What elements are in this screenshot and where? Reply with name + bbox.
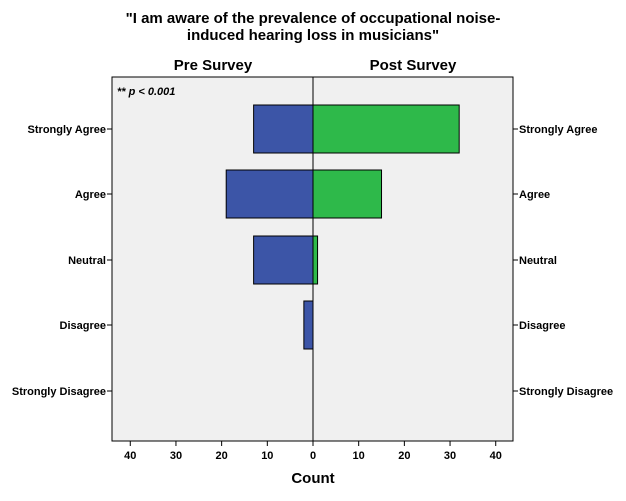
bar-post-agree	[312, 169, 383, 219]
bar-pre-disagree	[303, 300, 314, 350]
x-tick-label: 40	[124, 450, 136, 462]
x-axis-title: Count	[291, 470, 334, 487]
x-tick-label: 30	[170, 450, 182, 462]
x-tick-label: 0	[310, 450, 316, 462]
bar-pre-strongly-agree	[253, 104, 314, 154]
right-category-label-neutral: Neutral	[519, 255, 557, 267]
left-category-label-neutral: Neutral	[68, 255, 106, 267]
left-category-label-disagree: Disagree	[60, 320, 106, 332]
chart-title-line-2: induced hearing loss in musicians"	[187, 27, 439, 44]
chart-title-line-1: "I am aware of the prevalence of occupat…	[126, 10, 501, 27]
right-category-label-disagree: Disagree	[519, 320, 565, 332]
bar-pre-agree	[225, 169, 314, 219]
right-category-label-strongly-disagree: Strongly Disagree	[519, 386, 613, 398]
panel-label-pre: Pre Survey	[174, 57, 253, 74]
x-tick-label: 20	[216, 450, 228, 462]
x-tick-label: 40	[490, 450, 502, 462]
right-category-label-agree: Agree	[519, 189, 550, 201]
left-category-label-strongly-agree: Strongly Agree	[28, 124, 106, 136]
left-category-label-strongly-disagree: Strongly Disagree	[12, 386, 106, 398]
panel-label-post: Post Survey	[370, 57, 457, 74]
bar-post-neutral	[312, 235, 319, 285]
right-category-label-strongly-agree: Strongly Agree	[519, 124, 597, 136]
bar-post-strongly-agree	[312, 104, 460, 154]
x-tick-label: 10	[353, 450, 365, 462]
bar-pre-neutral	[253, 235, 314, 285]
x-tick-label: 30	[444, 450, 456, 462]
left-category-label-agree: Agree	[75, 189, 106, 201]
significance-annotation: ** p < 0.001	[117, 86, 175, 98]
x-tick-label: 20	[398, 450, 410, 462]
x-tick-label: 10	[261, 450, 273, 462]
